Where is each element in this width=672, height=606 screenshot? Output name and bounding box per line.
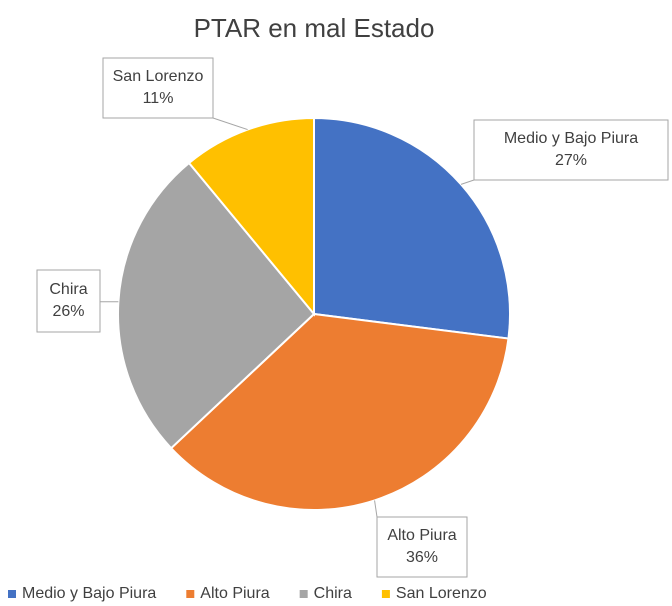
legend-swatch bbox=[8, 590, 16, 598]
legend-swatch bbox=[381, 590, 390, 598]
pie-slice bbox=[313, 116, 511, 340]
label-box bbox=[376, 516, 468, 578]
data-label-value: 36% bbox=[406, 549, 438, 566]
label-box bbox=[102, 57, 214, 119]
label-box bbox=[36, 269, 101, 333]
data-label-category: Medio y Bajo Piura bbox=[504, 130, 638, 147]
legend-label: San Lorenzo bbox=[396, 585, 487, 602]
data-label-category: Chira bbox=[49, 281, 87, 298]
data-label-category: San Lorenzo bbox=[113, 68, 204, 85]
label-box bbox=[473, 119, 669, 181]
legend-swatch bbox=[299, 590, 308, 598]
legend-label: Alto Piura bbox=[200, 585, 269, 602]
leader-line bbox=[212, 117, 248, 131]
legend-swatch bbox=[186, 590, 195, 598]
legend-label: Chira bbox=[314, 585, 352, 602]
leader-line bbox=[374, 500, 378, 518]
pie-slice bbox=[187, 116, 315, 317]
pie-slice bbox=[169, 312, 510, 511]
leader-line bbox=[460, 179, 475, 185]
data-label-value: 26% bbox=[52, 303, 84, 320]
data-label-value: 11% bbox=[143, 90, 174, 107]
chart-title: PTAR en mal Estado bbox=[194, 13, 435, 43]
data-label-category: Alto Piura bbox=[387, 527, 456, 544]
data-label-value: 27% bbox=[555, 152, 587, 169]
legend-label: Medio y Bajo Piura bbox=[22, 585, 156, 602]
